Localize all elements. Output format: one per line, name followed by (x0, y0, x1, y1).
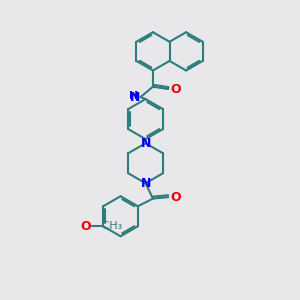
Text: N: N (140, 177, 151, 190)
Text: H: H (129, 92, 138, 101)
Text: N: N (130, 91, 141, 104)
Text: O: O (170, 190, 181, 204)
Text: N: N (140, 137, 151, 150)
Text: O: O (170, 82, 181, 95)
Text: CH₃: CH₃ (91, 221, 122, 231)
Text: O: O (80, 220, 91, 233)
